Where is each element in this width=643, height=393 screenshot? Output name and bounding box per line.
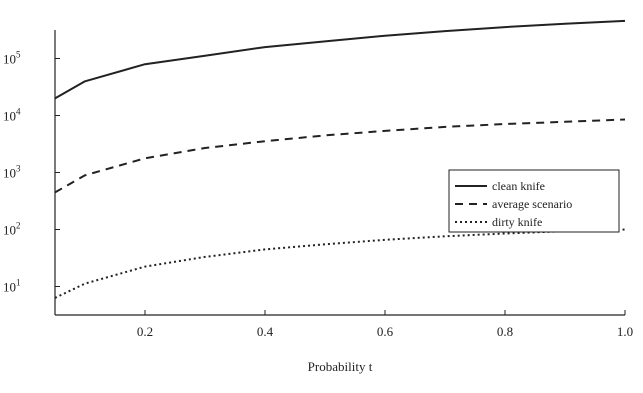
legend-label-average-scenario: average scenario: [492, 197, 572, 211]
y-tick-label: 104: [3, 107, 21, 124]
series-line-clean-knife: [54, 19, 626, 100]
y-tick-label: 103: [3, 164, 21, 181]
x-tick-label: 0.6: [377, 324, 394, 339]
series-lines: [54, 19, 626, 299]
series-line-dirty-knife: [54, 228, 626, 299]
x-ticks: 0.2 0.4 0.6 0.8 1.0: [137, 310, 633, 339]
legend-box: [448, 169, 620, 233]
x-tick-label: 0.2: [137, 324, 153, 339]
x-tick-label: 1.0: [617, 324, 633, 339]
legend: clean knife average scenario dirty knife: [448, 169, 620, 233]
x-axis-title: Probability t: [308, 359, 373, 374]
x-tick-label: 0.8: [497, 324, 513, 339]
y-tick-label: 105: [3, 50, 21, 67]
legend-label-dirty-knife: dirty knife: [492, 215, 542, 229]
y-ticks: 101 102 103 104 105: [3, 50, 60, 295]
series-line-average-scenario: [54, 118, 626, 194]
y-tick-label: 102: [3, 221, 21, 238]
legend-label-clean-knife: clean knife: [492, 179, 545, 193]
y-tick-label: 101: [3, 278, 21, 295]
x-tick-label: 0.4: [257, 324, 274, 339]
